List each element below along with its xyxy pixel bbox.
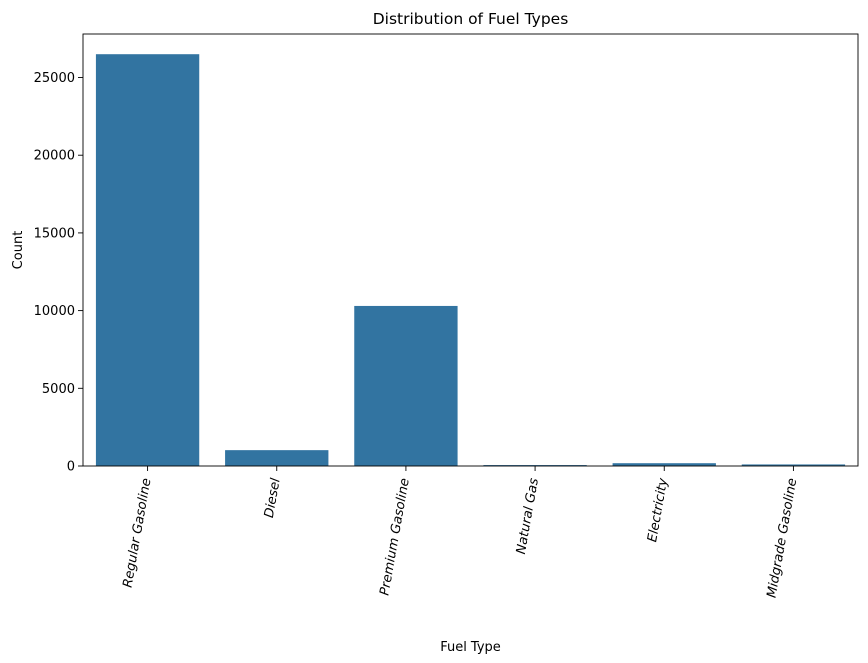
- x-tick-label: Natural Gas: [514, 477, 542, 556]
- x-tick-label: Diesel: [262, 477, 284, 519]
- x-tick-label: Premium Gasoline: [377, 477, 412, 597]
- y-tick-label: 10000: [34, 304, 75, 319]
- chart-title: Distribution of Fuel Types: [373, 10, 569, 28]
- bar-premium-gasoline: [354, 305, 458, 466]
- y-tick-label: 5000: [42, 382, 75, 397]
- x-tick-label: Electricity: [645, 477, 671, 544]
- bar-natural-gas: [483, 465, 587, 466]
- y-tick-label: 15000: [34, 226, 75, 241]
- x-tick-label: Midgrade Gasoline: [765, 477, 801, 599]
- bar-diesel: [225, 450, 329, 466]
- y-tick-label: 25000: [34, 71, 75, 86]
- bar-midgrade-gasoline: [741, 464, 846, 466]
- x-tick-label: Regular Gasoline: [121, 477, 155, 589]
- y-axis: 0 5000 10000 15000 20000 25000: [34, 71, 83, 475]
- y-tick-label: 20000: [34, 149, 75, 164]
- y-axis-label: Count: [11, 231, 26, 270]
- plot-frame: [82, 33, 859, 467]
- x-axis: Regular Gasoline Diesel Premium Gasoline Na…: [121, 466, 801, 599]
- bar-electricity: [612, 463, 716, 466]
- bars-group: [95, 54, 846, 466]
- x-axis-label: Fuel Type: [440, 640, 501, 655]
- y-tick-label: 0: [67, 460, 75, 475]
- bar-regular-gasoline: [95, 54, 200, 466]
